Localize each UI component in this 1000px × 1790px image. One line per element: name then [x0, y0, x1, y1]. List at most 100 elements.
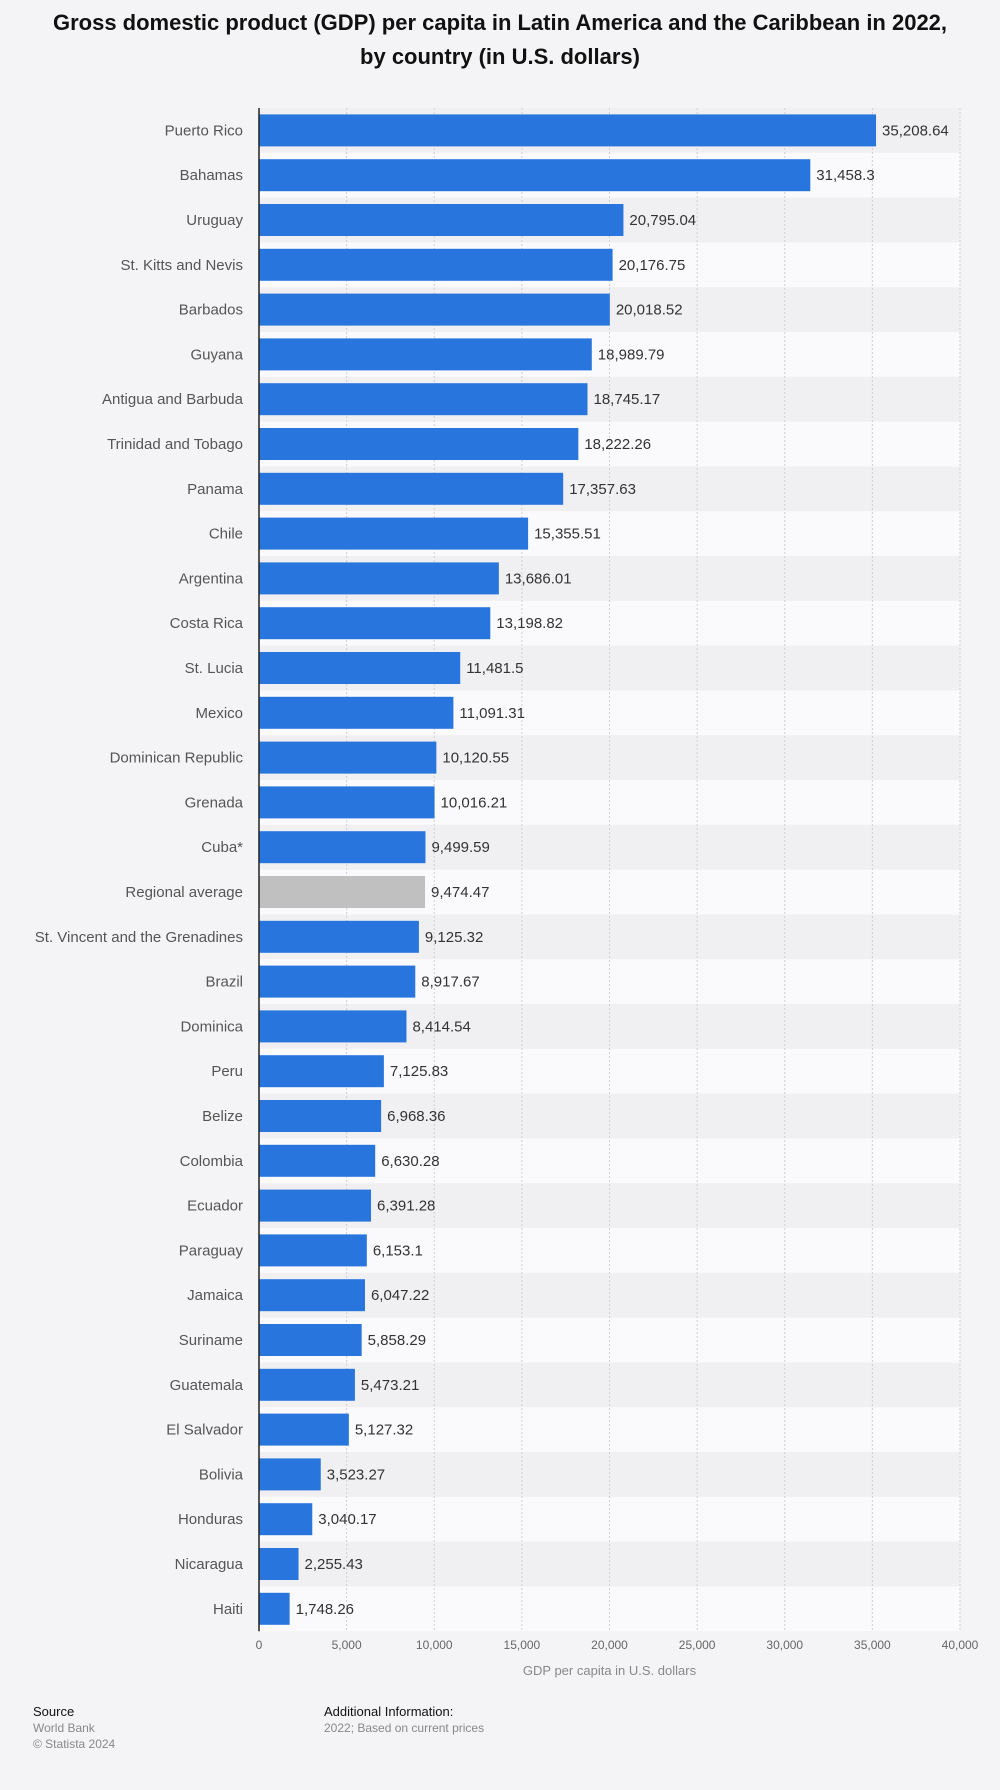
x-tick-label: 5,000: [332, 1638, 362, 1652]
value-label: 35,208.64: [882, 122, 949, 139]
bar: [259, 920, 419, 953]
category-label: Peru: [211, 1063, 243, 1080]
x-tick-label: 20,000: [591, 1638, 628, 1652]
category-label: Mexico: [195, 705, 243, 722]
category-label: Cuba*: [201, 839, 243, 856]
bar: [259, 741, 437, 774]
bar: [259, 159, 811, 192]
bar: [259, 293, 610, 326]
value-label: 13,686.01: [505, 570, 572, 587]
category-label: Chile: [209, 526, 243, 543]
value-label: 6,391.28: [377, 1198, 435, 1215]
x-tick-label: 35,000: [854, 1638, 891, 1652]
value-label: 8,917.67: [421, 974, 479, 991]
category-label: Costa Rica: [170, 615, 244, 632]
value-label: 9,499.59: [431, 839, 489, 856]
category-label: St. Lucia: [185, 660, 244, 677]
category-label: Bahamas: [180, 167, 243, 184]
category-label: Antigua and Barbuda: [102, 391, 244, 408]
value-label: 3,040.17: [318, 1511, 376, 1528]
bar: [259, 1458, 321, 1491]
category-label: Brazil: [205, 974, 243, 991]
source-name: World Bank: [33, 1721, 95, 1735]
category-label: Panama: [187, 481, 244, 498]
value-label: 1,748.26: [296, 1601, 354, 1618]
category-label: Grenada: [185, 794, 244, 811]
category-label: Trinidad and Tobago: [107, 436, 243, 453]
bar: [259, 204, 624, 236]
category-label: Suriname: [179, 1332, 243, 1349]
category-label: Dominican Republic: [110, 750, 244, 767]
source-heading: Source: [33, 1704, 75, 1719]
category-label: El Salvador: [166, 1422, 243, 1439]
value-label: 20,795.04: [629, 212, 696, 229]
category-label: Honduras: [178, 1511, 243, 1528]
bar: [259, 338, 592, 371]
value-label: 2,255.43: [305, 1556, 363, 1573]
category-label: Uruguay: [186, 212, 243, 229]
category-label: St. Vincent and the Grenadines: [35, 929, 243, 946]
bar: [259, 876, 426, 908]
category-label: Paraguay: [179, 1242, 244, 1259]
value-label: 11,481.5: [466, 660, 523, 677]
bar: [259, 517, 529, 550]
category-label: Nicaragua: [175, 1556, 244, 1573]
bar: [259, 1368, 355, 1401]
value-label: 7,125.83: [390, 1063, 448, 1080]
category-label: Dominica: [180, 1018, 243, 1035]
category-label: Colombia: [180, 1153, 244, 1170]
category-label: St. Kitts and Nevis: [120, 257, 243, 274]
x-tick-label: 0: [256, 1638, 263, 1652]
value-label: 6,153.1: [373, 1242, 423, 1259]
additional-info-heading: Additional Information:: [324, 1704, 454, 1719]
x-tick-label: 30,000: [766, 1638, 803, 1652]
bar: [259, 696, 454, 729]
additional-info-text: 2022; Based on current prices: [324, 1721, 485, 1735]
bar: [259, 607, 491, 640]
value-label: 9,125.32: [425, 929, 483, 946]
value-label: 10,120.55: [442, 750, 509, 767]
value-label: 6,047.22: [371, 1287, 429, 1304]
copyright-text: © Statista 2024: [33, 1737, 116, 1751]
category-label: Bolivia: [199, 1466, 244, 1483]
value-label: 18,745.17: [594, 391, 661, 408]
value-label: 9,474.47: [431, 884, 489, 901]
bar: [259, 1279, 365, 1312]
bar: [259, 1548, 299, 1580]
value-label: 6,630.28: [381, 1153, 439, 1170]
value-label: 20,018.52: [616, 302, 683, 319]
category-label: Barbados: [179, 302, 243, 319]
value-label: 15,355.51: [534, 526, 601, 543]
category-label: Belize: [202, 1108, 243, 1125]
category-label: Ecuador: [187, 1198, 243, 1215]
value-label: 8,414.54: [412, 1018, 470, 1035]
chart-title-line-2: by country (in U.S. dollars): [360, 44, 640, 69]
value-label: 6,968.36: [387, 1108, 445, 1125]
x-axis-title: GDP per capita in U.S. dollars: [523, 1663, 697, 1678]
category-label: Jamaica: [187, 1287, 244, 1304]
value-label: 31,458.3: [816, 167, 874, 184]
x-tick-label: 15,000: [504, 1638, 541, 1652]
bar-chart: Puerto Rico 35,208.64 Bahamas 31,458.3 Urugu…: [35, 108, 979, 1678]
bar: [259, 114, 877, 147]
value-label: 10,016.21: [441, 794, 508, 811]
category-label: Haiti: [213, 1601, 243, 1618]
value-label: 17,357.63: [569, 481, 636, 498]
value-label: 5,473.21: [361, 1377, 419, 1394]
x-tick-label: 40,000: [942, 1638, 979, 1652]
value-label: 5,858.29: [368, 1332, 426, 1349]
value-label: 5,127.32: [355, 1422, 413, 1439]
bar: [259, 1234, 367, 1267]
category-label: Regional average: [125, 884, 243, 901]
bar: [259, 428, 579, 460]
category-label: Argentina: [179, 570, 244, 587]
value-label: 20,176.75: [619, 257, 686, 274]
x-tick-label: 10,000: [416, 1638, 453, 1652]
value-label: 18,222.26: [584, 436, 651, 453]
additional-info-block: Additional Information: 2022; Based on c…: [324, 1704, 484, 1736]
x-tick-label: 25,000: [679, 1638, 716, 1652]
bar: [259, 472, 564, 505]
bar: [259, 1413, 349, 1446]
bar: [259, 831, 426, 864]
bar: [259, 383, 588, 416]
